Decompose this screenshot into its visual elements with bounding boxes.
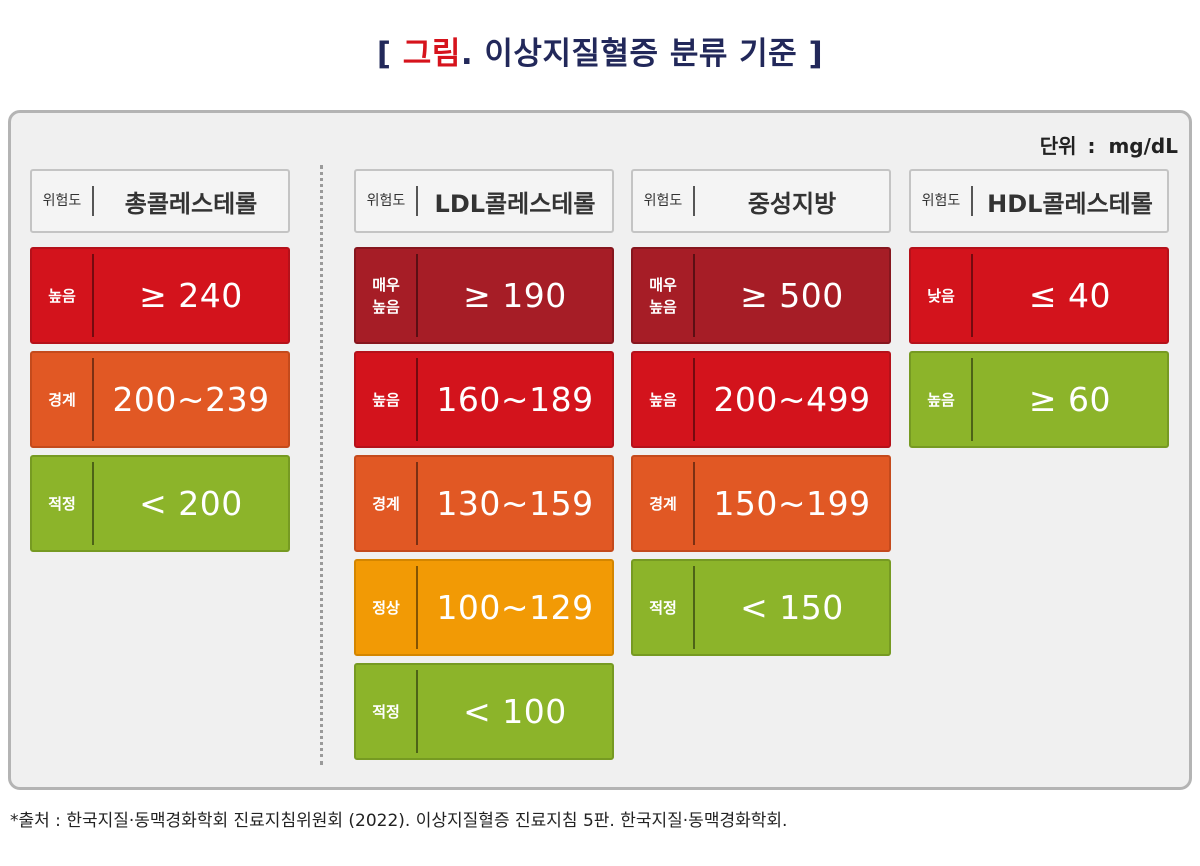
level-card: 매우 높음 ≥ 190 [354, 247, 614, 344]
column-divider [320, 165, 323, 765]
unit-separator: : [1087, 134, 1096, 158]
level-value: ≥ 190 [463, 276, 567, 315]
level-label: 경계 [633, 462, 695, 545]
level-card: 높음 ≥ 60 [909, 351, 1169, 448]
column-header: 위험도 LDL콜레스테롤 [354, 169, 614, 233]
level-card: 적정 < 150 [631, 559, 891, 656]
risk-header-label: 위험도 [911, 186, 973, 216]
level-label: 높음 [32, 254, 94, 337]
level-label: 높음 [356, 358, 418, 441]
level-card: 경계 150~199 [631, 455, 891, 552]
level-value: < 100 [463, 692, 567, 731]
level-label: 경계 [356, 462, 418, 545]
level-label: 매우 높음 [633, 254, 695, 337]
level-label: 적정 [32, 462, 94, 545]
level-card: 적정 < 200 [30, 455, 290, 552]
level-card: 높음 ≥ 240 [30, 247, 290, 344]
risk-header-label: 위험도 [356, 186, 418, 216]
level-card: 높음 160~189 [354, 351, 614, 448]
unit-text: 단위 [1039, 134, 1077, 158]
source-footnote: *출처 : 한국지질·동맥경화학회 진료지침위원회 (2022). 이상지질혈증… [10, 811, 788, 831]
unit-value: mg/dL [1108, 134, 1178, 158]
level-value: 160~189 [436, 380, 594, 419]
level-card: 경계 130~159 [354, 455, 614, 552]
title-rest: . 이상지질혈증 분류 기준 ] [460, 36, 824, 72]
figure-title: [ 그림. 이상지질혈증 분류 기준 ] [0, 28, 1200, 73]
title-open: [ [376, 36, 403, 72]
level-value: ≥ 500 [740, 276, 844, 315]
title-accent: 그림 [402, 36, 461, 72]
level-value: 150~199 [713, 484, 871, 523]
risk-header-label: 위험도 [32, 186, 94, 216]
column-header: 위험도 중성지방 [631, 169, 891, 233]
level-value: 130~159 [436, 484, 594, 523]
level-value: < 150 [740, 588, 844, 627]
column-header: 위험도 총콜레스테롤 [30, 169, 290, 233]
level-value: 200~499 [713, 380, 871, 419]
level-card: 정상 100~129 [354, 559, 614, 656]
level-label: 적정 [356, 670, 418, 753]
level-label: 매우 높음 [356, 254, 418, 337]
level-value: ≥ 60 [1028, 380, 1112, 419]
level-value: 100~129 [436, 588, 594, 627]
level-label: 적정 [633, 566, 695, 649]
level-label: 정상 [356, 566, 418, 649]
column-header: 위험도 HDL콜레스테롤 [909, 169, 1169, 233]
column-title: LDL콜레스테롤 [434, 189, 596, 218]
level-value: ≤ 40 [1028, 276, 1112, 315]
level-card: 낮음 ≤ 40 [909, 247, 1169, 344]
column-title: HDL콜레스테롤 [987, 189, 1153, 218]
level-value: 200~239 [112, 380, 270, 419]
level-label: 높음 [633, 358, 695, 441]
level-card: 경계 200~239 [30, 351, 290, 448]
level-label: 높음 [911, 358, 973, 441]
level-card: 매우 높음 ≥ 500 [631, 247, 891, 344]
level-card: 높음 200~499 [631, 351, 891, 448]
risk-header-label: 위험도 [633, 186, 695, 216]
column-title: 총콜레스테롤 [124, 189, 258, 218]
unit-label: 단위 : mg/dL [1040, 130, 1178, 159]
column-title: 중성지방 [747, 189, 837, 218]
level-label: 경계 [32, 358, 94, 441]
level-value: ≥ 240 [139, 276, 243, 315]
level-card: 적정 < 100 [354, 663, 614, 760]
level-value: < 200 [139, 484, 243, 523]
level-label: 낮음 [911, 254, 973, 337]
